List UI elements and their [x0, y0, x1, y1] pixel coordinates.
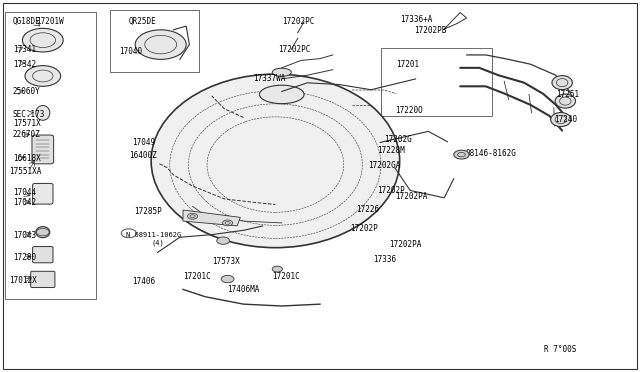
FancyBboxPatch shape — [32, 135, 54, 164]
Circle shape — [454, 150, 469, 159]
Text: 17202GA: 17202GA — [368, 161, 400, 170]
Text: 17337WA: 17337WA — [253, 74, 285, 83]
Text: 17406MA: 17406MA — [228, 285, 260, 294]
Text: 17220O: 17220O — [395, 106, 423, 115]
Ellipse shape — [272, 68, 291, 76]
Text: 17201W: 17201W — [36, 17, 64, 26]
Text: 17202G: 17202G — [384, 135, 412, 144]
Text: 16618X: 16618X — [13, 154, 40, 163]
Ellipse shape — [552, 76, 572, 90]
Text: 17202PC: 17202PC — [282, 17, 314, 26]
Text: 08146-8162G: 08146-8162G — [465, 149, 516, 158]
Text: 17285P: 17285P — [134, 207, 162, 217]
Text: 22670Z: 22670Z — [13, 130, 40, 139]
Ellipse shape — [36, 106, 50, 120]
Text: 17202PA: 17202PA — [389, 240, 421, 249]
Text: 17042: 17042 — [13, 198, 36, 207]
Text: 17406: 17406 — [132, 278, 155, 286]
Text: 17043: 17043 — [13, 231, 36, 240]
Circle shape — [217, 237, 230, 244]
Text: QG18DE: QG18DE — [13, 17, 40, 26]
Text: 17341: 17341 — [13, 45, 36, 54]
Text: 17044: 17044 — [13, 188, 36, 197]
Text: (4): (4) — [151, 240, 164, 247]
Text: R 7°00S: R 7°00S — [544, 345, 577, 354]
Circle shape — [223, 220, 233, 226]
Text: 16400Z: 16400Z — [129, 151, 157, 160]
Polygon shape — [183, 210, 241, 226]
Text: 17571X: 17571X — [13, 119, 40, 128]
Circle shape — [272, 266, 282, 272]
Text: 17228M: 17228M — [378, 147, 405, 155]
Ellipse shape — [555, 94, 575, 108]
Circle shape — [135, 30, 186, 60]
Text: N 08911-1062G: N 08911-1062G — [125, 232, 181, 238]
Text: 17202PC: 17202PC — [278, 45, 311, 54]
Circle shape — [188, 213, 198, 219]
Text: 17202PB: 17202PB — [414, 26, 447, 35]
Text: 17201: 17201 — [396, 60, 420, 70]
Circle shape — [221, 275, 234, 283]
Ellipse shape — [550, 112, 571, 126]
FancyBboxPatch shape — [31, 271, 55, 288]
Text: 17251: 17251 — [556, 90, 579, 99]
Text: 17202P: 17202P — [351, 224, 378, 233]
Text: 17202PA: 17202PA — [395, 192, 428, 201]
FancyBboxPatch shape — [33, 183, 53, 204]
Text: 17342: 17342 — [13, 60, 36, 69]
Circle shape — [25, 65, 61, 86]
Text: 17201C: 17201C — [272, 272, 300, 281]
Text: QR25DE: QR25DE — [129, 17, 157, 26]
Circle shape — [22, 28, 63, 52]
Text: 17240: 17240 — [554, 115, 578, 124]
FancyBboxPatch shape — [33, 247, 53, 263]
Text: 17012X: 17012X — [9, 276, 36, 285]
Text: SEC.173: SEC.173 — [13, 109, 45, 119]
Text: 17202P: 17202P — [378, 186, 405, 195]
Text: 17573X: 17573X — [212, 257, 239, 266]
Ellipse shape — [36, 227, 50, 238]
Ellipse shape — [151, 74, 399, 248]
Text: 17280: 17280 — [13, 253, 36, 263]
Ellipse shape — [259, 85, 304, 104]
Text: 17336+A: 17336+A — [399, 15, 432, 23]
Text: 17226: 17226 — [356, 205, 380, 215]
Text: 17551XA: 17551XA — [9, 167, 42, 176]
Text: 17040: 17040 — [119, 47, 142, 56]
Text: 17049: 17049 — [132, 138, 155, 147]
Text: 17336: 17336 — [374, 254, 397, 264]
Text: 25060Y: 25060Y — [13, 87, 40, 96]
Text: 17201C: 17201C — [183, 272, 211, 281]
